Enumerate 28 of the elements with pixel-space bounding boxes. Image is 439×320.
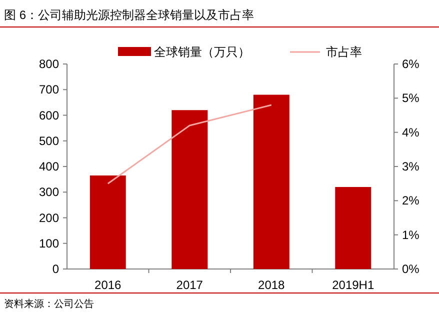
y-tick-label: 400	[38, 160, 60, 174]
legend-label: 市占率	[326, 45, 362, 59]
y-tick-label: 100	[38, 236, 60, 250]
bar	[335, 187, 372, 269]
bar	[90, 175, 126, 269]
y-tick-label: 200	[38, 210, 60, 225]
text: 资料来源：公司公告	[4, 298, 94, 310]
legend-label: 全球销量（万只）	[154, 45, 250, 59]
x-tick-label: 2017	[176, 278, 204, 292]
x-tick-label: 2019H1	[332, 278, 374, 292]
x-tick-label: 2016	[94, 278, 122, 292]
y2-tick-label: 5%	[402, 91, 420, 106]
y-tick-label: 300	[38, 185, 60, 200]
y2-tick-label: 0%	[402, 262, 420, 276]
y-tick-label: 600	[38, 108, 60, 122]
y2-tick-label: 1%	[402, 228, 420, 242]
y2-tick-label: 4%	[402, 125, 420, 140]
bar	[253, 94, 290, 269]
y2-tick-label: 2%	[402, 194, 420, 208]
bar	[172, 110, 208, 269]
y2-tick-label: 3%	[402, 160, 420, 174]
y2-tick-label: 6%	[402, 57, 420, 71]
chart-title: 图 6：公司辅助光源控制器全球销量以及市占率	[4, 8, 254, 22]
y-tick-label: 700	[38, 82, 60, 97]
y-tick-label: 800	[38, 57, 60, 71]
y-tick-label: 0	[52, 262, 60, 276]
x-tick-label: 2018	[258, 278, 286, 292]
y-tick-label: 500	[38, 134, 60, 148]
